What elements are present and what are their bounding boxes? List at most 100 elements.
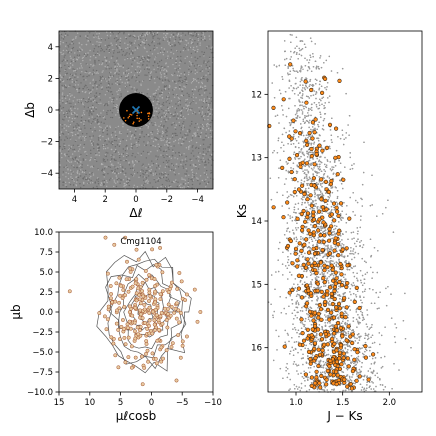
spatial-field-star — [192, 100, 194, 103]
spatial-field-star — [142, 33, 144, 35]
spatial-field-star — [126, 57, 129, 60]
pm-star-point — [164, 348, 169, 353]
spatial-field-star — [173, 141, 175, 143]
spatial-field-star — [156, 128, 159, 131]
spatial-field-star — [185, 108, 187, 110]
spatial-field-star — [84, 52, 87, 55]
spatial-field-star — [62, 102, 64, 104]
spatial-field-star — [146, 51, 148, 53]
spatial-field-star — [89, 140, 92, 142]
spatial-field-star — [190, 71, 192, 74]
spatial-field-star — [69, 123, 72, 126]
spatial-field-star — [109, 126, 112, 129]
spatial-field-star — [68, 85, 70, 88]
spatial-field-star — [134, 134, 136, 137]
spatial-field-star — [180, 111, 182, 114]
spatial-field-star — [101, 71, 103, 73]
spatial-field-star — [89, 135, 91, 138]
spatial-field-star — [144, 34, 146, 36]
spatial-field-star — [206, 169, 208, 172]
spatial-field-star — [96, 88, 98, 90]
spatial-field-star — [179, 51, 182, 53]
pm-star-point — [129, 344, 134, 349]
spatial-field-star — [159, 133, 161, 135]
spatial-field-star — [186, 98, 189, 101]
spatial-field-star — [124, 72, 127, 74]
spatial-field-star — [154, 82, 156, 84]
spatial-field-star — [99, 184, 102, 186]
spatial-field-star — [204, 89, 207, 91]
pm-star-point — [180, 343, 185, 348]
spatial-field-star — [65, 49, 68, 51]
spatial-field-star — [199, 175, 202, 177]
spatial-field-star — [72, 159, 75, 161]
spatial-field-star — [159, 43, 161, 45]
spatial-field-star — [194, 31, 196, 33]
spatial-field-star — [199, 99, 201, 101]
spatial-field-star — [169, 106, 171, 108]
pm-star-point — [170, 341, 175, 346]
spatial-field-star — [77, 176, 80, 178]
spatial-field-star — [80, 175, 82, 177]
spatial-field-star — [174, 126, 176, 129]
spatial-field-star — [148, 175, 150, 177]
spatial-field-star — [124, 82, 126, 84]
spatial-field-star — [167, 147, 169, 149]
spatial-field-star — [84, 151, 86, 153]
pm-star-point — [154, 313, 159, 318]
spatial-field-star — [162, 39, 164, 41]
spatial-field-star — [160, 120, 162, 123]
spatial-field-star — [208, 123, 210, 125]
pm-star-point — [133, 305, 138, 310]
spatial-field-star — [188, 128, 190, 131]
spatial-field-star — [206, 122, 209, 125]
spatial-field-star — [167, 33, 169, 35]
spatial-field-star — [141, 132, 143, 134]
spatial-field-star — [184, 179, 186, 181]
spatial-field-star — [161, 114, 163, 116]
pm-y-tick-label: 0.0 — [39, 308, 53, 318]
spatial-field-star — [100, 112, 102, 114]
spatial-field-star — [74, 127, 76, 130]
spatial-field-star — [64, 64, 66, 67]
spatial-field-star — [161, 69, 163, 71]
spatial-field-star — [117, 181, 119, 183]
spatial-field-star — [138, 176, 140, 178]
pm-star-point — [118, 293, 123, 298]
spatial-field-star — [108, 68, 111, 70]
spatial-field-star — [68, 116, 71, 119]
spatial-field-star — [59, 74, 62, 77]
spatial-field-star — [74, 103, 77, 105]
spatial-field-star — [120, 159, 122, 162]
pm-star-point — [133, 329, 137, 334]
spatial-field-star — [208, 60, 210, 62]
spatial-field-star — [113, 50, 115, 52]
pm-star-point — [178, 310, 183, 315]
spatial-field-star — [138, 71, 141, 74]
spatial-field-star — [203, 75, 205, 78]
spatial-field-star — [172, 150, 174, 153]
pm-star-point — [67, 289, 72, 294]
spatial-field-star — [175, 128, 177, 130]
spatial-field-star — [61, 97, 63, 99]
spatial-field-star — [162, 110, 164, 112]
pm-star-point — [153, 289, 158, 294]
spatial-field-star — [122, 66, 125, 69]
spatial-field-star — [156, 137, 159, 140]
spatial-member-star — [126, 109, 128, 112]
spatial-field-star — [63, 119, 65, 121]
spatial-field-star — [59, 41, 62, 43]
spatial-field-star — [159, 69, 162, 71]
spatial-field-star — [184, 75, 186, 78]
spatial-field-star — [97, 52, 99, 55]
spatial-field-star — [132, 56, 134, 59]
spatial-field-star — [89, 107, 91, 109]
spatial-field-star — [166, 140, 168, 142]
spatial-field-star — [138, 44, 140, 46]
spatial-field-star — [154, 145, 156, 148]
spatial-field-star — [177, 105, 179, 107]
spatial-field-star — [175, 82, 177, 85]
spatial-field-star — [149, 44, 151, 47]
spatial-field-star — [182, 165, 184, 167]
spatial-field-star — [168, 165, 170, 168]
